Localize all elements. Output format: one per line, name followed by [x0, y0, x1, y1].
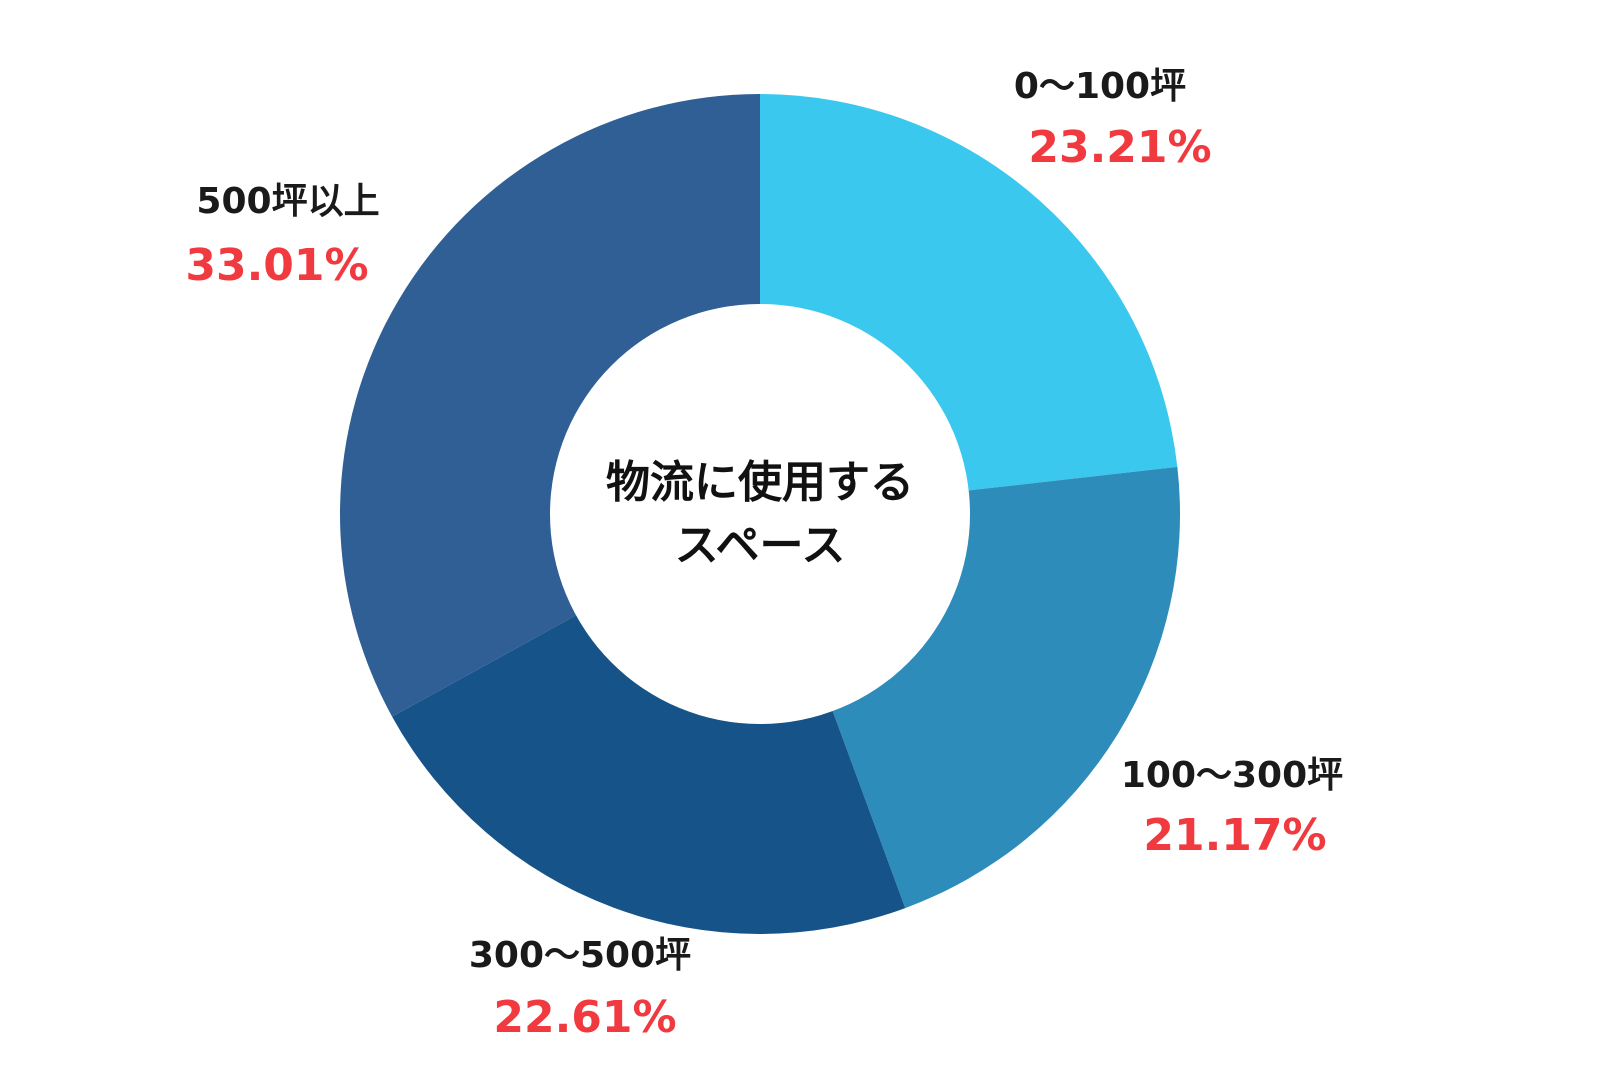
- center-title-line-2: スペース: [675, 520, 846, 571]
- donut-hole: [550, 304, 970, 724]
- center-title-line-1: 物流に使用する: [606, 457, 914, 508]
- slice-value-0-100: 23.21%: [1028, 122, 1211, 173]
- slice-label-100-300: 100～300坪: [1121, 755, 1343, 796]
- slice-label-0-100: 0～100坪: [1014, 66, 1186, 107]
- label-group-1: 100～300坪 21.17%: [1121, 755, 1343, 861]
- label-group-2: 300～500坪 22.61%: [469, 935, 691, 1043]
- center-title: 物流に使用する スペース: [606, 457, 914, 571]
- slice-value-300-500: 22.61%: [493, 992, 676, 1043]
- slice-label-300-500: 300～500坪: [469, 935, 691, 976]
- slice-label-500-plus: 500坪以上: [196, 181, 379, 222]
- slice-value-500-plus: 33.01%: [185, 240, 368, 291]
- label-group-3: 500坪以上 33.01%: [185, 181, 379, 291]
- slice-value-100-300: 21.17%: [1143, 810, 1326, 861]
- label-group-0: 0～100坪 23.21%: [1014, 66, 1212, 173]
